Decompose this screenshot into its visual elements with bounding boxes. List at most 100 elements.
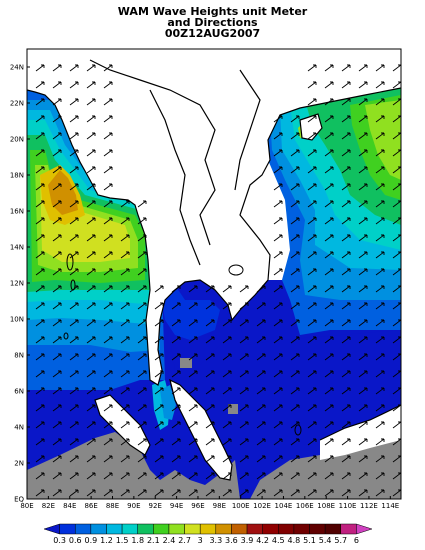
- direction-arrow: [86, 268, 96, 276]
- direction-arrow: [86, 217, 96, 225]
- map-title-date: 00Z12AUG2007: [164, 27, 261, 40]
- direction-arrow: [290, 387, 300, 395]
- direction-arrow: [103, 404, 113, 412]
- direction-arrow: [239, 336, 249, 344]
- direction-arrow: [358, 183, 368, 191]
- direction-arrow: [256, 370, 266, 378]
- direction-arrow: [307, 64, 317, 72]
- direction-arrow: [256, 472, 266, 480]
- direction-arrow: [103, 319, 113, 327]
- direction-arrow: [290, 302, 300, 310]
- colorbar-swatch: [168, 523, 185, 535]
- direction-arrow: [86, 353, 96, 361]
- direction-arrow: [358, 404, 368, 412]
- direction-arrow: [341, 166, 351, 174]
- lon-tick-label: 104E: [275, 502, 293, 510]
- direction-arrow: [86, 472, 96, 480]
- direction-arrow: [307, 285, 317, 293]
- direction-arrow: [324, 489, 334, 497]
- direction-arrow: [341, 64, 351, 72]
- direction-arrow: [290, 404, 300, 412]
- direction-arrow: [290, 285, 300, 293]
- direction-arrow: [35, 370, 45, 378]
- direction-arrow: [52, 166, 62, 174]
- direction-arrow: [324, 200, 334, 208]
- direction-arrow: [273, 353, 283, 361]
- direction-arrow: [375, 387, 385, 395]
- direction-arrow: [171, 285, 181, 293]
- direction-arrow: [307, 115, 317, 123]
- direction-arrow: [273, 336, 283, 344]
- colorbar-swatch: [184, 523, 201, 535]
- direction-arrow: [324, 81, 334, 89]
- direction-arrow: [52, 489, 62, 497]
- direction-arrow: [154, 489, 164, 497]
- direction-arrow: [341, 268, 351, 276]
- lon-tick-label: 90E: [127, 502, 140, 510]
- direction-arrow: [188, 472, 198, 480]
- hainan-island: [300, 114, 322, 140]
- direction-arrow: [120, 455, 130, 463]
- colorbar-swatch: [215, 523, 232, 535]
- direction-arrow: [86, 81, 96, 89]
- colorbar-label: 3: [198, 536, 203, 545]
- direction-arrow: [256, 455, 266, 463]
- direction-arrow: [103, 183, 113, 191]
- direction-arrow: [205, 421, 215, 429]
- direction-arrow: [375, 319, 385, 327]
- direction-arrow: [273, 234, 283, 242]
- direction-arrow: [358, 64, 368, 72]
- direction-arrow: [120, 319, 130, 327]
- direction-arrow: [69, 336, 79, 344]
- direction-arrow: [341, 81, 351, 89]
- direction-arrow: [120, 234, 130, 242]
- lon-tick-label: 94E: [170, 502, 183, 510]
- direction-arrow: [239, 455, 249, 463]
- lat-tick-label: EQ: [14, 496, 24, 504]
- direction-arrow: [341, 353, 351, 361]
- direction-arrow: [341, 285, 351, 293]
- direction-arrow: [52, 370, 62, 378]
- direction-arrow: [324, 183, 334, 191]
- direction-arrow: [341, 234, 351, 242]
- nodata-patch-2: [228, 404, 238, 414]
- direction-arrow: [103, 166, 113, 174]
- direction-arrow: [86, 166, 96, 174]
- direction-arrow: [222, 285, 232, 293]
- direction-arrow: [324, 455, 334, 463]
- direction-arrow: [86, 183, 96, 191]
- direction-arrow: [35, 285, 45, 293]
- direction-arrow: [69, 370, 79, 378]
- direction-arrow: [137, 251, 147, 259]
- direction-arrow: [137, 421, 147, 429]
- direction-arrow: [137, 302, 147, 310]
- direction-arrow: [358, 132, 368, 140]
- direction-arrow: [222, 302, 232, 310]
- direction-arrow: [375, 489, 385, 497]
- direction-arrow: [188, 319, 198, 327]
- direction-arrow: [307, 302, 317, 310]
- direction-arrow: [103, 98, 113, 106]
- colorbar-label: 1.2: [100, 536, 113, 545]
- direction-arrow: [307, 183, 317, 191]
- direction-arrow: [375, 472, 385, 480]
- direction-arrow: [290, 421, 300, 429]
- lon-tick-label: 100E: [232, 502, 250, 510]
- direction-arrow: [69, 438, 79, 446]
- direction-arrow: [103, 421, 113, 429]
- direction-arrow: [256, 353, 266, 361]
- direction-arrow: [69, 166, 79, 174]
- direction-arrow: [290, 132, 300, 140]
- direction-arrow: [154, 336, 164, 344]
- lat-tick-label: 2N: [14, 460, 24, 468]
- direction-arrow: [69, 319, 79, 327]
- direction-arrow: [375, 115, 385, 123]
- direction-arrow: [307, 353, 317, 361]
- direction-arrow: [290, 455, 300, 463]
- lon-axis: 80E 82E 84E 86E 88E 90E 92E 94E 96E 98E 100E 102E 10…: [20, 496, 399, 510]
- direction-arrow: [341, 421, 351, 429]
- direction-arrow: [273, 183, 283, 191]
- direction-arrow: [273, 489, 283, 497]
- direction-arrow: [52, 268, 62, 276]
- direction-arrow: [52, 455, 62, 463]
